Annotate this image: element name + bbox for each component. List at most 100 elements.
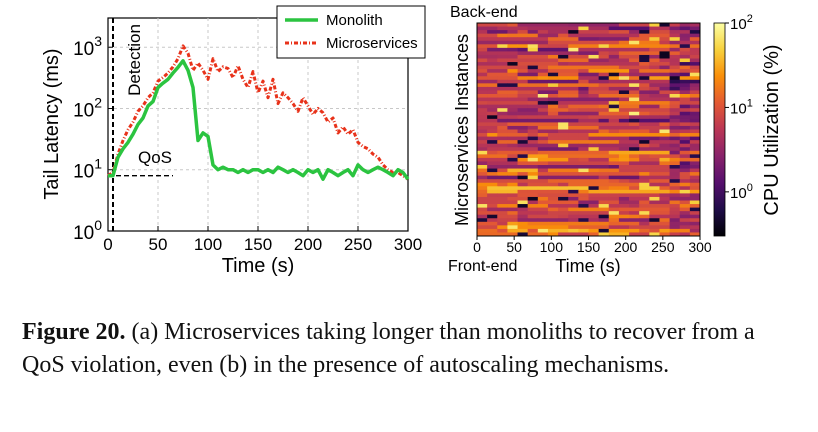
heatmap-cell [578,65,589,70]
heatmap-cell [669,122,681,127]
heatmap-cell [689,221,701,226]
heatmap-cell [679,218,691,223]
heatmap-cell [618,108,630,113]
heatmap-cell [588,175,600,180]
heatmap-cell [608,54,620,59]
heatmap-cell [578,179,589,184]
heatmap-cell [669,115,681,120]
heatmap-cell [547,157,559,162]
heatmap-cell [537,196,549,201]
heatmap-cell [517,172,529,177]
heatmap-cell [639,97,650,102]
heatmap-cell [629,168,640,173]
heatmap-cell [558,182,569,187]
heatmap-cell [659,122,670,127]
heatmap-cell [547,51,559,56]
heatmap-cell [598,165,610,169]
heatmap-cell [598,211,610,216]
heatmap-cell [507,129,518,134]
heatmap-cell [507,104,518,109]
x-tick-label: 150 [244,235,272,254]
heatmap-cell [477,33,488,38]
heatmap-cell [527,143,539,148]
legend-label-monolith: Monolith [326,12,383,29]
heatmap-cell [649,161,660,166]
heatmap-cell [558,101,569,106]
tick-labels: 0 50 100 150 200 250 300 [473,236,712,255]
heatmap-cell [477,97,488,102]
heatmap-cell [649,168,660,173]
heatmap-cell [689,179,701,184]
heatmap-cell [527,118,539,123]
heatmap-cell [649,37,660,42]
heatmap-cell [537,221,549,226]
heatmap-cell [507,37,518,42]
x-tick-label: 50 [149,235,168,254]
heatmap-cell [679,83,691,88]
heatmap-cell [568,225,579,230]
heatmap-cell [497,115,508,120]
heatmap-cell [487,94,498,98]
heatmap-cell [527,125,539,130]
heatmap-cell [507,40,518,45]
heatmap-cell [649,129,660,134]
heatmap-cell [497,97,508,102]
heatmap-cell [547,23,559,27]
heatmap-cell [578,125,589,130]
heatmap-cell [507,221,518,226]
heatmap-cell [629,30,640,35]
legend-label-microservices: Microservices [326,35,418,52]
heatmap-cell [588,182,600,187]
heatmap-cell [608,165,620,169]
heatmap-cell [679,200,691,205]
heatmap-cell [659,118,670,123]
x-tick-label: 50 [506,239,522,255]
heatmap-cell [608,186,620,191]
heatmap-cell [487,211,498,216]
heatmap-cell [689,136,701,141]
heatmap-cell [537,218,549,223]
heatmap-cell [598,157,610,162]
heatmap-cell [487,204,498,208]
heatmap-cell [669,189,681,194]
heatmap-cell [517,214,529,219]
heatmap-cell [679,37,691,42]
heatmap-cell [517,26,529,31]
heatmap-cell [547,165,559,169]
heatmap-cell [669,196,681,201]
colorbar-tick-label: 101 [730,97,753,117]
heatmap-cell [598,204,610,208]
heatmap-cell [618,179,630,184]
heatmap-cell [477,211,488,216]
heatmap-cell [679,225,691,230]
heatmap-cell [639,86,650,91]
heatmap-cell [649,154,660,159]
heatmap-cell [578,196,589,201]
heatmap-cell [497,193,508,198]
heatmap-cell [507,111,518,116]
heatmap-cell [507,154,518,159]
heatmap-cell [537,37,549,42]
heatmap-cell [507,207,518,212]
heatmap-cell [537,90,549,95]
heatmap-cell [679,115,691,120]
heatmap-cell [568,115,579,120]
heatmap-cell [477,108,488,113]
heatmap-cell [689,193,701,198]
heatmap-cell [487,54,498,59]
heatmap-cell [618,62,630,66]
heatmap-cell [507,62,518,66]
heatmap-cell [578,133,589,137]
heatmap-cell [639,76,650,81]
heatmap-cell [537,182,549,187]
heatmap-cell [507,108,518,113]
heatmap-cell [629,143,640,148]
heatmap-cell [659,76,670,81]
heatmap-cell [547,104,559,109]
heatmap-cell [517,140,529,145]
heatmap-cell [547,179,559,184]
heatmap-cell [578,136,589,141]
heatmap-cell [639,118,650,123]
heatmap-cell [669,90,681,95]
heatmap-cell [598,58,610,63]
